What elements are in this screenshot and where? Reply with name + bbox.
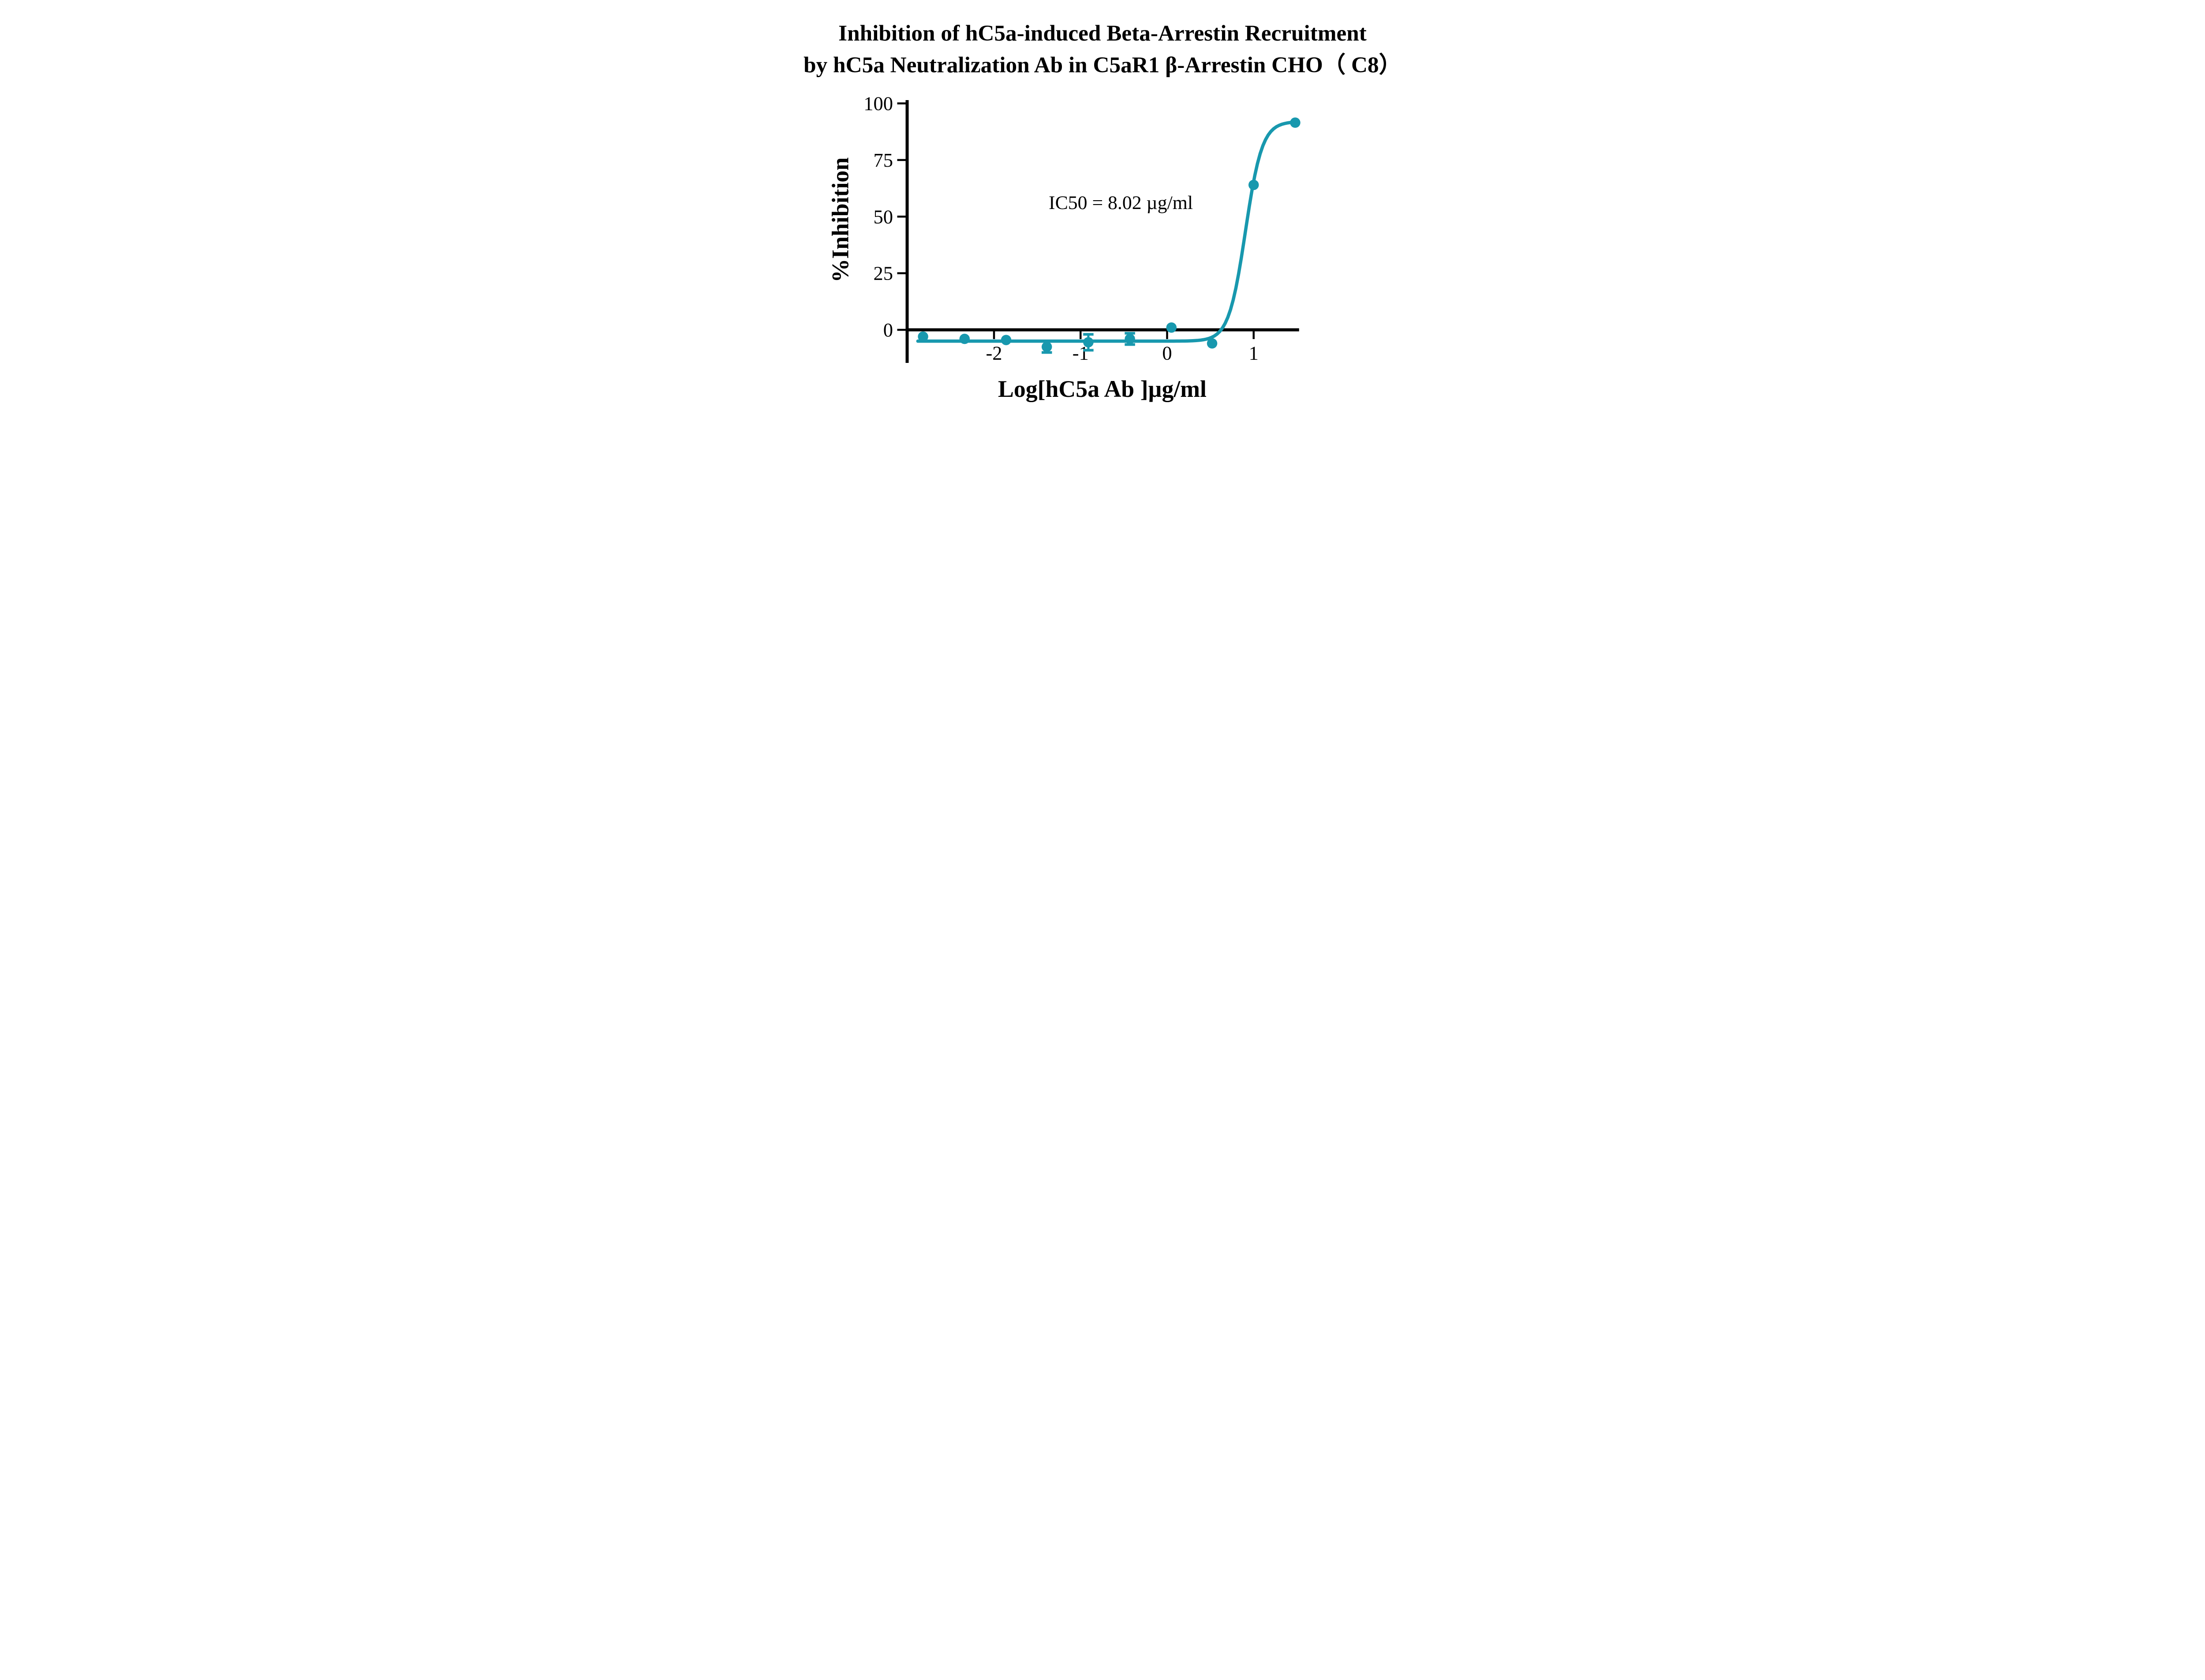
x-axis-label: Log[hC5a Ab ]µg/ml — [998, 376, 1207, 402]
data-point — [1290, 117, 1301, 128]
y-axis-label: %Inhibition — [827, 157, 853, 283]
y-tick-label: 25 — [874, 262, 893, 284]
data-point — [1001, 335, 1012, 345]
x-tick-label: 1 — [1249, 342, 1259, 364]
y-ticks: 0 25 50 75 100 — [863, 93, 907, 341]
chart-title-line-2: by hC5a Neutralization Ab in C5aR1 β-Arr… — [804, 52, 1401, 78]
ic50-annotation: IC50 = 8.02 µg/ml — [1049, 192, 1193, 213]
data-points — [918, 117, 1301, 352]
x-tick-label: -2 — [986, 342, 1002, 364]
data-point — [959, 333, 970, 344]
fit-curve — [916, 120, 1297, 343]
data-point — [1248, 179, 1259, 190]
data-point — [1166, 322, 1177, 333]
y-tick-label: 100 — [863, 93, 893, 115]
data-point — [1125, 333, 1135, 344]
y-tick-label: 0 — [883, 319, 893, 341]
data-point — [1083, 337, 1094, 347]
dose-response-chart: Inhibition of hC5a-induced Beta-Arrestin… — [804, 21, 1401, 402]
y-tick-label: 50 — [874, 205, 893, 228]
x-tick-label: 0 — [1162, 342, 1172, 364]
data-point — [918, 331, 928, 342]
y-tick-label: 75 — [874, 149, 893, 171]
data-point — [1207, 338, 1218, 349]
fit-curve-path — [916, 120, 1297, 343]
dose-response-figure: Inhibition of hC5a-induced Beta-Arrestin… — [748, 0, 1457, 420]
data-point — [1041, 341, 1052, 352]
chart-title-line-1: Inhibition of hC5a-induced Beta-Arrestin… — [838, 21, 1367, 46]
x-ticks: -2 -1 0 1 — [986, 330, 1259, 364]
